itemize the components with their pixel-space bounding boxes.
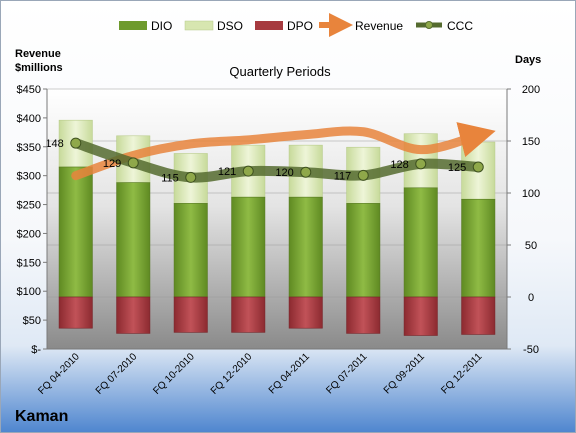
ccc-point (70, 137, 82, 149)
ccc-point (127, 157, 139, 169)
ccc-point (300, 166, 312, 178)
ccc-data-label: 129 (103, 158, 121, 170)
dpo-bar (461, 296, 496, 335)
ccc-data-label: 125 (448, 162, 466, 174)
plot-area (47, 89, 507, 349)
dio-bar (116, 182, 151, 298)
legend-dso-swatch (184, 20, 214, 31)
legend-ccc-marker (425, 21, 433, 29)
dio-bar (173, 203, 208, 298)
ccc-data-label: 148 (45, 138, 63, 150)
left-tick-label: $250 (17, 200, 41, 212)
dio-bar (58, 166, 93, 298)
x-tick-label: FQ 04-2010 (36, 351, 82, 397)
x-tick-label: FQ 12-2010 (209, 351, 255, 397)
right-tick-label: 0 (528, 292, 534, 304)
ccc-data-label: 128 (390, 159, 408, 171)
dio-bar (346, 203, 381, 298)
x-tick-label: FQ 10-2010 (151, 351, 197, 397)
dpo-bar (58, 296, 93, 329)
left-tick-label: $350 (17, 142, 41, 154)
legend-dpo-swatch (255, 21, 283, 30)
dpo-bar (173, 296, 208, 333)
x-tick-label: FQ 12-2011 (439, 351, 484, 396)
legend-dpo-label: DPO (287, 19, 313, 33)
right-tick-label: -50 (523, 344, 539, 356)
ccc-data-label: 121 (218, 166, 236, 178)
company-name: Kaman (15, 408, 68, 425)
left-tick-label: $450 (17, 84, 41, 96)
dpo-bar (116, 296, 151, 334)
dio-bar (231, 196, 266, 298)
left-tick-label: $300 (17, 171, 41, 183)
left-axis-title-line2: $millions (15, 62, 63, 74)
ccc-data-label: 117 (334, 170, 352, 182)
ccc-point (242, 165, 254, 177)
right-axis-title: Days (515, 54, 541, 66)
right-tick-label: 100 (522, 188, 540, 200)
legend-dio-swatch (119, 21, 147, 30)
legend: DIO DSO DPO Revenue CCC (119, 13, 473, 37)
revenue-line (71, 122, 496, 181)
x-tick-label: FQ 09-2011 (382, 351, 427, 396)
dio-bar (288, 196, 323, 298)
left-tick-label: $400 (17, 113, 41, 125)
dpo-bar (403, 296, 438, 336)
dio-bar (461, 198, 496, 298)
ccc-point (472, 161, 484, 173)
legend-dso-label: DSO (217, 19, 243, 33)
lines: 148 129 115 121 120 117 128 125 (45, 122, 496, 184)
ccc-data-label: 120 (275, 167, 293, 179)
right-tick-label: 50 (525, 240, 537, 252)
x-tick-label: FQ 04-2011 (267, 351, 312, 396)
dpo-bar (346, 296, 381, 334)
legend-revenue-label: Revenue (355, 19, 403, 33)
left-tick-label: $50 (23, 315, 41, 327)
left-tick-label: $150 (17, 257, 41, 269)
left-tick-label: $100 (17, 286, 41, 298)
right-tick-label: 200 (522, 84, 540, 96)
left-tick-label: $200 (17, 228, 41, 240)
dpo-bar (231, 296, 266, 333)
dpo-bar (288, 296, 323, 329)
ccc-point (415, 158, 427, 170)
legend-dio-label: DIO (151, 19, 172, 33)
x-tick-label: FQ 07-2010 (94, 351, 140, 397)
dio-bar (403, 187, 438, 298)
ccc-point (185, 171, 197, 183)
chart-title: Quarterly Periods (229, 64, 331, 79)
right-tick-label: 150 (522, 136, 540, 148)
ccc-point (357, 169, 369, 181)
ccc-data-label: 115 (161, 172, 179, 184)
left-axis-title-line1: Revenue (15, 48, 61, 60)
x-tick-label: FQ 07-2011 (324, 351, 369, 396)
left-tick-label: $- (31, 344, 41, 356)
legend-ccc-label: CCC (447, 19, 473, 33)
